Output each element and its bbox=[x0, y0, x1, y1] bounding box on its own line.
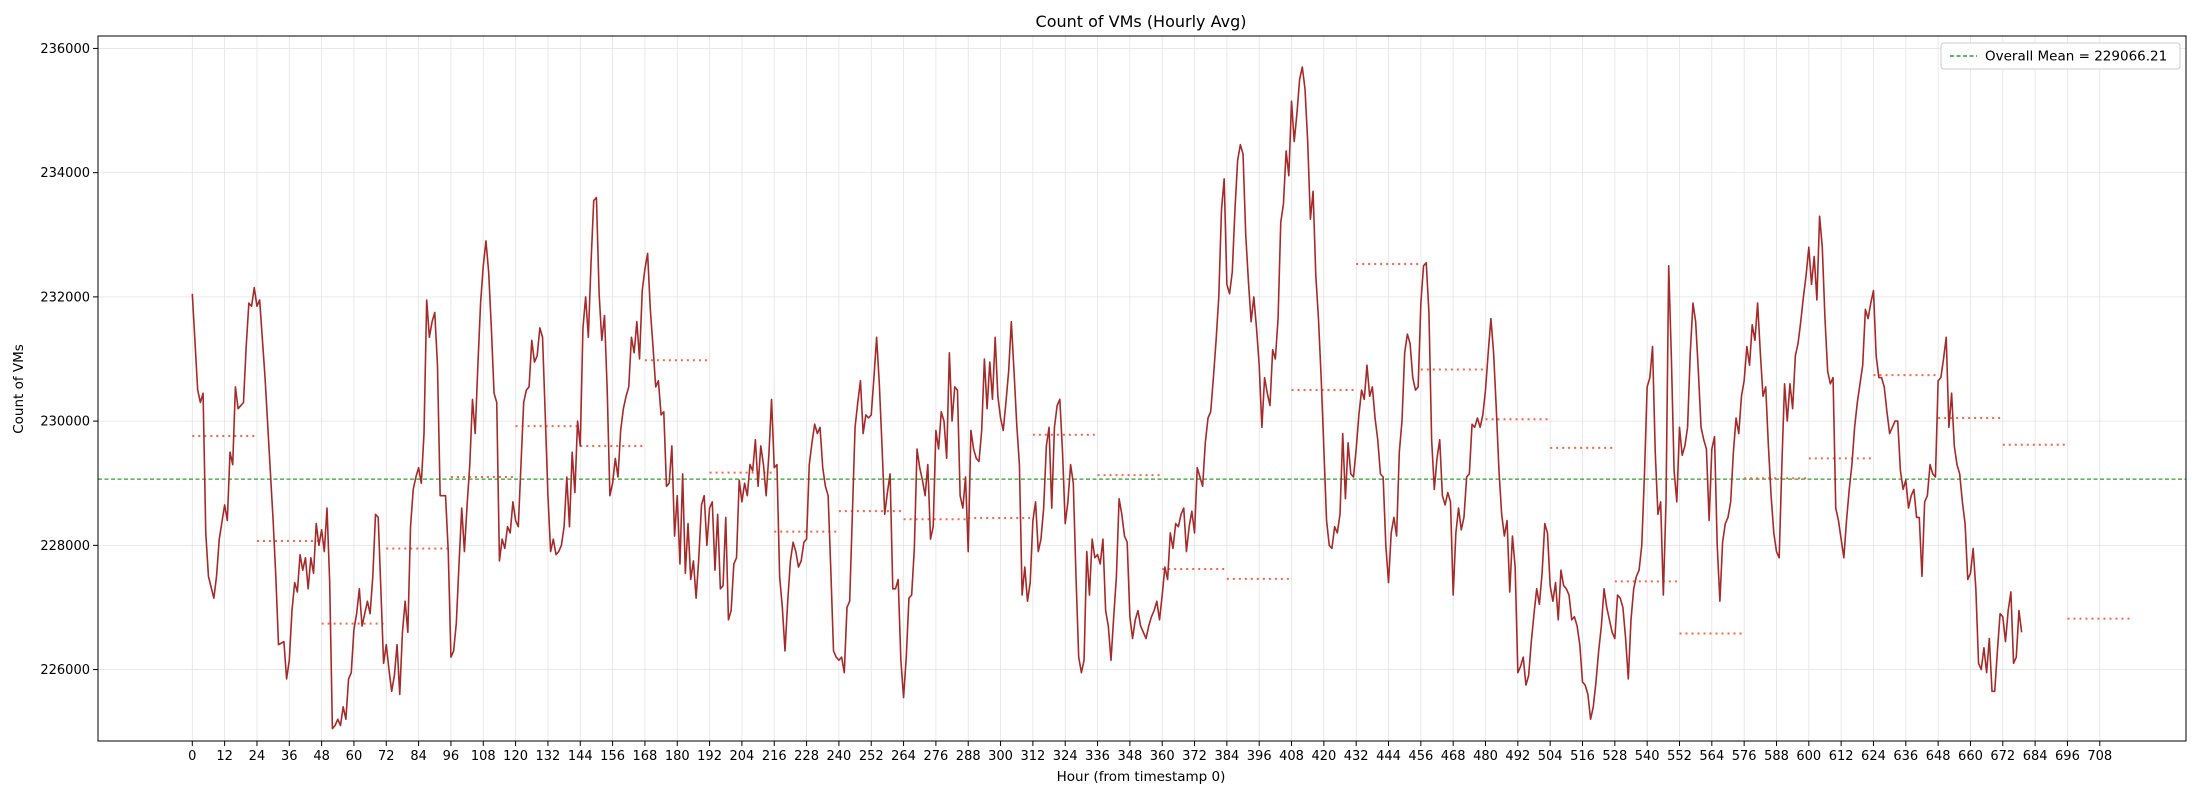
x-tick-label: 564 bbox=[1699, 749, 1724, 764]
x-tick-label: 12 bbox=[216, 749, 233, 764]
x-tick-label: 240 bbox=[826, 749, 851, 764]
x-tick-label: 372 bbox=[1182, 749, 1207, 764]
x-tick-label: 108 bbox=[471, 749, 496, 764]
legend: Overall Mean = 229066.21 bbox=[1940, 42, 2181, 70]
x-tick-label: 504 bbox=[1538, 749, 1563, 764]
x-tick-label: 324 bbox=[1053, 749, 1078, 764]
x-tick-label: 468 bbox=[1441, 749, 1466, 764]
x-tick-label: 228 bbox=[794, 749, 819, 764]
x-tick-label: 696 bbox=[2055, 749, 2080, 764]
x-tick-label: 624 bbox=[1861, 749, 1886, 764]
y-tick-label: 232000 bbox=[40, 290, 90, 305]
y-tick-label: 234000 bbox=[40, 166, 90, 181]
x-tick-label: 528 bbox=[1602, 749, 1627, 764]
x-tick-label: 192 bbox=[697, 749, 722, 764]
series-layer bbox=[98, 66, 2186, 730]
x-tick-label: 120 bbox=[503, 749, 528, 764]
x-tick-label: 588 bbox=[1764, 749, 1789, 764]
x-tick-label: 84 bbox=[410, 749, 427, 764]
y-tick-label: 226000 bbox=[40, 663, 90, 678]
x-tick-label: 264 bbox=[891, 749, 916, 764]
axes: 0 12 24 36 48 60 72 84 96 108 120 132 144 156 168 180 19… bbox=[40, 35, 2187, 764]
y-tick-label: 236000 bbox=[40, 42, 90, 57]
x-tick-label: 576 bbox=[1732, 749, 1757, 764]
x-tick-label: 132 bbox=[536, 749, 561, 764]
x-tick-label: 204 bbox=[729, 749, 754, 764]
x-tick-label: 72 bbox=[378, 749, 395, 764]
x-tick-label: 276 bbox=[923, 749, 948, 764]
x-tick-label: 144 bbox=[568, 749, 593, 764]
x-tick-label: 288 bbox=[956, 749, 981, 764]
x-tick-label: 312 bbox=[1020, 749, 1045, 764]
x-tick-label: 480 bbox=[1473, 749, 1498, 764]
legend-label-mean: Overall Mean = 229066.21 bbox=[1985, 49, 2167, 65]
x-tick-label: 396 bbox=[1247, 749, 1272, 764]
series-line-vm-count bbox=[191, 66, 2023, 730]
x-tick-label: 168 bbox=[633, 749, 658, 764]
x-tick-label: 456 bbox=[1408, 749, 1433, 764]
x-tick-label: 444 bbox=[1376, 749, 1401, 764]
y-tick-label: 230000 bbox=[40, 415, 90, 430]
legend-box bbox=[1940, 42, 2181, 70]
x-tick-label: 540 bbox=[1635, 749, 1660, 764]
x-tick-label: 156 bbox=[600, 749, 625, 764]
x-tick-label: 492 bbox=[1505, 749, 1530, 764]
x-tick-label: 636 bbox=[1893, 749, 1918, 764]
x-tick-label: 516 bbox=[1570, 749, 1595, 764]
y-tick-label: 228000 bbox=[40, 539, 90, 554]
plot-frame bbox=[97, 35, 2187, 742]
x-tick-label: 660 bbox=[1958, 749, 1983, 764]
x-tick-label: 360 bbox=[1150, 749, 1175, 764]
x-tick-label: 612 bbox=[1829, 749, 1854, 764]
x-axis-title: Hour (from timestamp 0) bbox=[1057, 769, 1226, 785]
x-tick-label: 180 bbox=[665, 749, 690, 764]
x-tick-label: 96 bbox=[443, 749, 460, 764]
y-axis-title: Count of VMs bbox=[11, 344, 27, 434]
x-tick-label: 300 bbox=[988, 749, 1013, 764]
x-tick-label: 432 bbox=[1344, 749, 1369, 764]
x-tick-label: 408 bbox=[1279, 749, 1304, 764]
grid bbox=[98, 36, 2186, 741]
x-tick-label: 336 bbox=[1085, 749, 1110, 764]
x-tick-label: 672 bbox=[1990, 749, 2015, 764]
x-tick-label: 600 bbox=[1796, 749, 1821, 764]
x-tick-label: 684 bbox=[2023, 749, 2048, 764]
x-tick-label: 24 bbox=[249, 749, 266, 764]
x-tick-label: 252 bbox=[859, 749, 884, 764]
x-tick-label: 48 bbox=[313, 749, 330, 764]
x-tick-label: 216 bbox=[762, 749, 787, 764]
x-tick-label: 384 bbox=[1214, 749, 1239, 764]
chart-title: Count of VMs (Hourly Avg) bbox=[1036, 12, 1247, 31]
x-tick-label: 0 bbox=[188, 749, 196, 764]
x-tick-label: 420 bbox=[1311, 749, 1336, 764]
x-tick-label: 60 bbox=[346, 749, 363, 764]
x-tick-label: 708 bbox=[2087, 749, 2112, 764]
x-tick-label: 36 bbox=[281, 749, 298, 764]
x-tick-label: 348 bbox=[1117, 749, 1142, 764]
x-tick-label: 648 bbox=[1926, 749, 1951, 764]
x-tick-label: 552 bbox=[1667, 749, 1692, 764]
